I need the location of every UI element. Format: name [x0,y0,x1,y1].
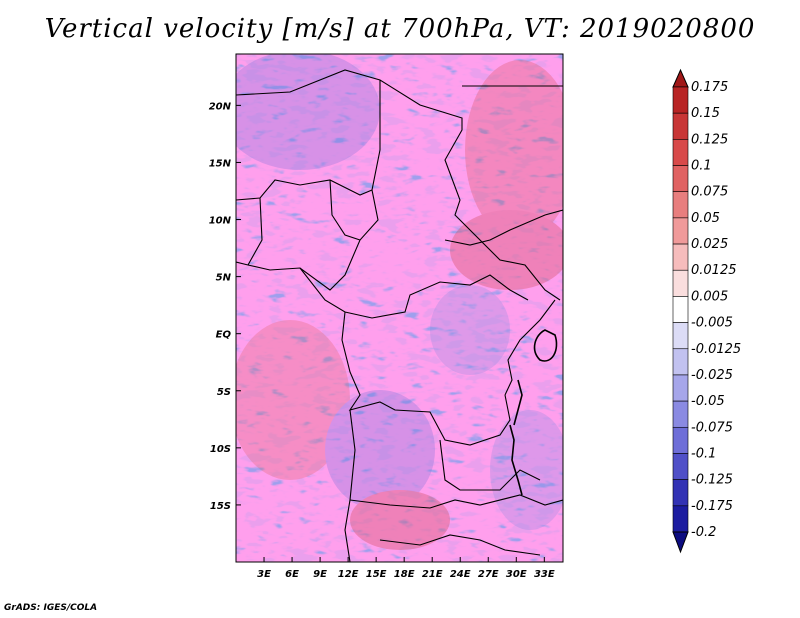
colorbar: 0.175 0.15 0.125 0.1 0.075 0.05 0.025 0.0125 0.0… [672,68,741,554]
colorbar-label: 0.005 [691,289,728,304]
x-tick-label: 9E [313,569,327,580]
colorbar-swatch [672,426,689,454]
x-tick-label: 33E [534,569,555,580]
colorbar-swatch [672,191,689,219]
x-tick-label: 21E [422,569,443,580]
colorbar-label: -0.0125 [691,342,741,357]
colorbar-label: 0.075 [691,185,728,200]
colorbar-swatch [672,322,689,350]
colorbar-swatch [672,269,689,297]
y-tick-label: EQ [216,330,232,341]
x-tick-label: 24E [450,569,471,580]
map-field [236,54,563,562]
colorbar-label: -0.025 [691,368,733,383]
colorbar-label: -0.175 [691,499,733,514]
colorbar-label: -0.2 [691,525,716,540]
colorbar-swatch [672,479,689,507]
colorbar-swatch [672,348,689,376]
grads-credit: GrADS: IGES/COLA [4,603,98,613]
x-tick-label: 15E [366,569,387,580]
colorbar-label: -0.075 [691,420,733,435]
colorbar-swatch [672,374,689,402]
y-tick-label: 10N [209,216,232,227]
colorbar-bottom-arrow [672,531,689,554]
colorbar-top-arrow [672,68,689,88]
colorbar-label: 0.025 [691,237,728,252]
colorbar-label: -0.125 [691,473,733,488]
colorbar-label: 0.15 [691,106,720,121]
colorbar-swatch [672,243,689,271]
x-tick-label: 18E [394,569,415,580]
y-axis: 20N 15N 10N 5N EQ 5S 10S 15S [209,101,241,512]
x-tick-label: 30E [506,569,527,580]
x-axis: 3E 6E 9E 12E 15E 18E 21E 24E 27E 30E 33E [257,557,555,580]
y-tick-label: 5N [216,273,232,284]
x-tick-label: 3E [257,569,271,580]
colorbar-swatch [672,453,689,480]
colorbar-swatch [672,400,689,428]
colorbar-swatch [672,217,689,245]
x-tick-label: 27E [478,569,499,580]
x-tick-label: 6E [285,569,299,580]
colorbar-label: -0.005 [691,316,733,331]
colorbar-swatch [672,165,689,193]
colorbar-swatch [672,505,689,533]
colorbar-label: 0.0125 [691,263,737,278]
y-tick-label: 5S [217,387,231,398]
colorbar-label: -0.05 [691,394,725,409]
y-tick-label: 15S [210,501,231,512]
plot-frame [235,53,564,563]
colorbar-label: -0.1 [691,446,716,461]
colorbar-swatch [672,112,689,140]
y-tick-label: 15N [209,158,232,169]
colorbar-label: 0.05 [691,211,720,226]
colorbar-swatch [672,86,689,114]
colorbar-swatch [672,139,689,166]
y-tick-label: 20N [209,101,232,112]
x-tick-label: 12E [338,569,359,580]
colorbar-label: 0.1 [691,159,712,174]
colorbar-swatch [672,296,689,323]
colorbar-label: 0.125 [691,132,728,147]
y-tick-label: 10S [210,444,231,455]
chart-title: Vertical velocity [m/s] at 700hPa, VT: 2… [44,14,756,44]
colorbar-label: 0.175 [691,80,728,95]
